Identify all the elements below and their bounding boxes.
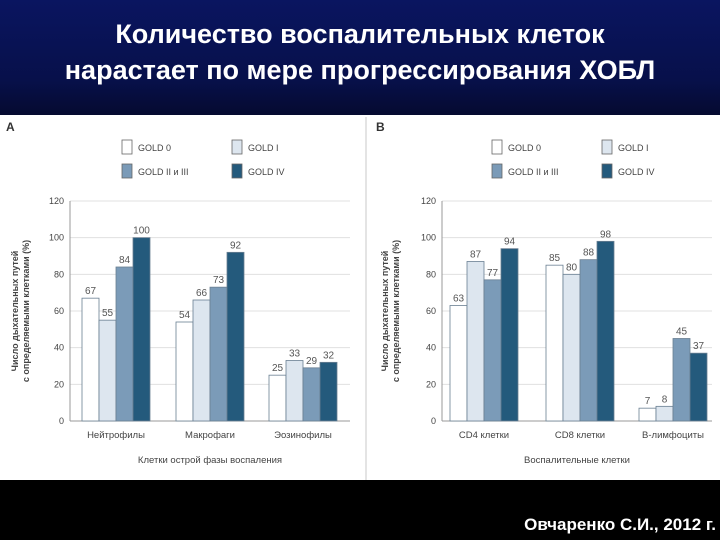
panel-b-bar [596,240,615,422]
panel-a-bar-value-label: 25 [272,363,284,374]
panel-a-legend-label-2: GOLD II и III [138,167,189,177]
panel-b-xlabel: Воспалительные клетки [524,455,630,466]
panel-b-bar [500,248,519,422]
panel-b-bar [466,261,485,422]
panel-a-legend-label-1: GOLD I [248,143,279,153]
panel-b-legend-swatch-3 [601,163,613,179]
panel-a-ytick-label: 120 [49,196,64,206]
panel-a-legend-swatch-2 [121,163,133,179]
panel-a-bar-value-label: 92 [230,240,242,251]
panel-b-ytick-label: 60 [426,306,436,316]
panel-a-ytick-label: 40 [54,343,64,353]
panel-b-category-label: B-лимфоциты [642,430,704,441]
panel-b-ylabel-line1: Число дыхательных путей [380,251,390,372]
bar-charts: A GOLD 0 GOLD I GOLD II и III GOLD IV 0 20 40 60… [6,117,712,480]
panel-b-legend-label-2: GOLD II и III [508,167,559,177]
panel-b-bar-value-label: 80 [566,262,578,273]
panel-a-bar-value-label: 55 [102,308,114,319]
panel-a-bar [192,299,211,422]
panel-a-category-label: Эозинофилы [274,430,332,441]
panel-a-bar [226,251,245,422]
panel-b-bar-value-label: 88 [583,248,595,259]
panel-b-bar [449,305,468,422]
panel-a-bar [115,266,134,422]
panel-b-ytick-label: 0 [431,416,436,426]
panel-b-bar-value-label: 7 [645,396,651,407]
panel-a-legend-swatch-1 [231,139,243,155]
panel-a-bar [268,374,287,422]
panel-b-bar-value-label: 98 [600,229,612,240]
panel-b-ytick-label: 120 [421,196,436,206]
panel-a-bar [81,297,100,422]
panel-a-legend-label-0: GOLD 0 [138,143,171,153]
panel-a-bar-value-label: 67 [85,286,97,297]
panel-b-bar [672,338,691,422]
panel-b-bar-value-label: 63 [453,294,465,305]
panel-a-bar [319,361,338,422]
panel-a-bar [98,319,117,422]
panel-b-bar-value-label: 45 [676,327,688,338]
panel-a-ytick-label: 0 [59,416,64,426]
panel-b-bar-value-label: 85 [549,253,561,264]
panel-a-bar [209,286,228,422]
panel-b-category-label: CD8 клетки [555,430,605,441]
panel-b-bar [579,259,598,422]
slide-title: Количество воспалительных клеток нараста… [0,0,720,115]
panel-b-legend-label-0: GOLD 0 [508,143,541,153]
panel-b-legend-swatch-2 [491,163,503,179]
panel-a-bar-value-label: 32 [323,350,335,361]
panel-a-legend-label-3: GOLD IV [248,167,285,177]
panel-b-ytick-label: 40 [426,343,436,353]
panel-a-bar-value-label: 66 [196,288,208,299]
panel-a-ylabel-line1: Число дыхательных путей [10,251,20,372]
panel-b-bar-value-label: 77 [487,268,499,279]
panel-a-bar-value-label: 100 [133,226,150,237]
panel-b-bar-value-label: 37 [693,341,705,352]
panel-b-bar [655,405,674,422]
panel-a-bar-value-label: 33 [289,349,301,360]
panel-b-bar [689,352,708,422]
panel-a-legend-swatch-3 [231,163,243,179]
panel-b-ytick-label: 80 [426,269,436,279]
panel-b-legend-swatch-0 [491,139,503,155]
panel-a-bar-value-label: 29 [306,356,318,367]
panel-b-bar-value-label: 94 [504,237,516,248]
panel-b-label: B [376,120,385,134]
slide-title-line1: Количество воспалительных клеток [115,19,605,49]
panel-b-legend-swatch-1 [601,139,613,155]
panel-a-category-label: Нейтрофилы [87,430,145,441]
panel-a-bar [132,237,151,422]
panel-a-bar-value-label: 54 [179,310,191,321]
panel-a-category-label: Макрофаги [185,430,235,441]
panel-b-ylabel-line2: с определяемыми клетками (%) [391,240,401,382]
panel-a-ytick-label: 100 [49,233,64,243]
figure-area: A GOLD 0 GOLD I GOLD II и III GOLD IV 0 20 40 60… [0,115,720,480]
slide-title-line2: нарастает по мере прогрессирования ХОБЛ [64,55,656,85]
panel-b-bar-value-label: 8 [662,394,668,405]
panel-a-xlabel: Клетки острой фазы воспаления [138,455,282,466]
panel-b-bar-value-label: 87 [470,250,482,261]
panel-b-ytick-label: 20 [426,379,436,389]
panel-a-bar [285,360,304,422]
panel-b-legend-label-3: GOLD IV [618,167,655,177]
panel-a-legend-swatch-0 [121,139,133,155]
panel-b-bar [545,264,564,422]
panel-a-ytick-label: 20 [54,379,64,389]
panel-a-ylabel-line2: с определяемыми клетками (%) [21,240,31,382]
panel-b-legend-label-1: GOLD I [618,143,649,153]
panel-b-bar [562,273,581,422]
citation: Овчаренко С.И., 2012 г. [524,515,716,534]
panel-a-bar [175,321,194,422]
panel-b-ytick-label: 100 [421,233,436,243]
panel-a-label: A [6,120,15,134]
panel-a-bar [302,367,321,422]
panel-a-bar-value-label: 84 [119,255,131,266]
panel-b-category-label: CD4 клетки [459,430,509,441]
panel-b-bar [638,407,657,422]
panel-a-ytick-label: 60 [54,306,64,316]
panel-b-bar [483,279,502,422]
panel-a-ytick-label: 80 [54,269,64,279]
panel-a-bar-value-label: 73 [213,275,225,286]
